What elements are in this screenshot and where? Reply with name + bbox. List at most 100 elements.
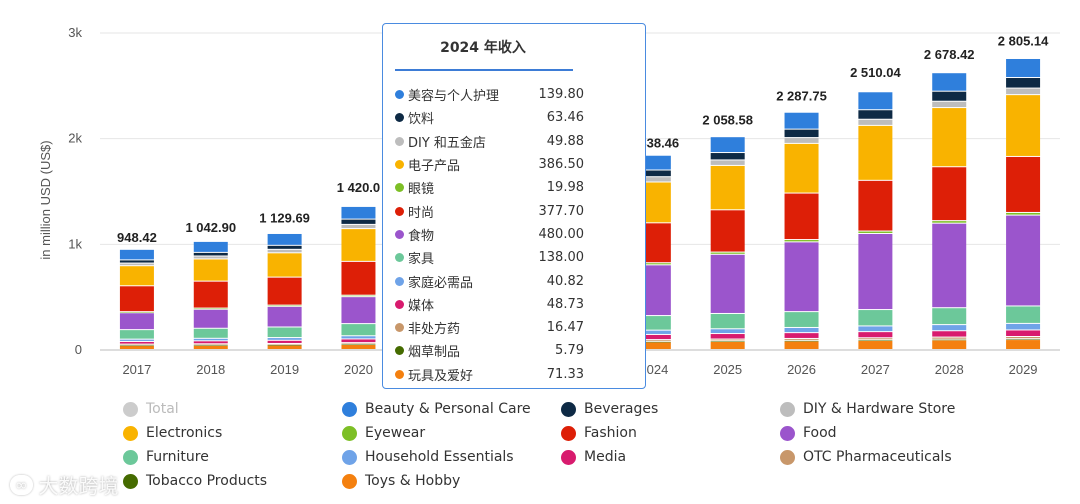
bar-segment[interactable]: [932, 308, 967, 325]
bar-segment[interactable]: [710, 341, 745, 349]
bar-segment[interactable]: [193, 345, 228, 346]
legend-item[interactable]: Beauty & Personal Care: [342, 401, 531, 417]
bar-segment[interactable]: [341, 206, 376, 219]
bar-segment[interactable]: [119, 345, 154, 349]
bar-segment[interactable]: [858, 233, 893, 310]
bar-segment[interactable]: [932, 337, 967, 339]
bar-segment[interactable]: [932, 340, 967, 349]
bar-segment[interactable]: [341, 344, 376, 349]
bar-segment[interactable]: [267, 338, 302, 340]
bar-segment[interactable]: [341, 295, 376, 297]
bar-segment[interactable]: [932, 108, 967, 167]
bar-segment[interactable]: [636, 341, 671, 343]
legend-item[interactable]: Eyewear: [342, 425, 425, 441]
bar-segment[interactable]: [784, 327, 819, 333]
bar-segment[interactable]: [932, 101, 967, 108]
bar-segment[interactable]: [784, 138, 819, 143]
bar-segment[interactable]: [1006, 156, 1041, 212]
bar-segment[interactable]: [193, 338, 228, 341]
bar-segment[interactable]: [193, 341, 228, 344]
bar-segment[interactable]: [193, 344, 228, 345]
bar-segment[interactable]: [119, 260, 154, 263]
bar-segment[interactable]: [1006, 337, 1041, 339]
bar-segment[interactable]: [710, 334, 745, 339]
bar-segment[interactable]: [267, 305, 302, 307]
bar-segment[interactable]: [858, 340, 893, 341]
bar-segment[interactable]: [932, 221, 967, 223]
bar-segment[interactable]: [1006, 58, 1041, 78]
bar-segment[interactable]: [858, 338, 893, 340]
bar-segment[interactable]: [267, 233, 302, 245]
legend-item[interactable]: Beverages: [561, 401, 658, 417]
bar-segment[interactable]: [119, 286, 154, 312]
bar-segment[interactable]: [710, 210, 745, 252]
bar-segment[interactable]: [784, 143, 819, 193]
legend-item[interactable]: Electronics: [123, 425, 222, 441]
bar-segment[interactable]: [858, 92, 893, 110]
legend-item[interactable]: DIY & Hardware Store: [780, 401, 955, 417]
bar-segment[interactable]: [267, 340, 302, 343]
bar-segment[interactable]: [784, 338, 819, 340]
bar-segment[interactable]: [636, 263, 671, 265]
bar-segment[interactable]: [636, 177, 671, 182]
bar-segment[interactable]: [193, 241, 228, 252]
bar-segment[interactable]: [932, 91, 967, 101]
bar-segment[interactable]: [267, 249, 302, 253]
bar-segment[interactable]: [267, 345, 302, 349]
legend-item[interactable]: Media: [561, 449, 626, 465]
bar-segment[interactable]: [858, 341, 893, 349]
bar-segment[interactable]: [119, 249, 154, 260]
bar-segment[interactable]: [1006, 95, 1041, 156]
bar-segment[interactable]: [119, 312, 154, 313]
legend-item[interactable]: OTC Pharmaceuticals: [780, 449, 952, 465]
bar-segment[interactable]: [784, 340, 819, 342]
bar-segment[interactable]: [784, 112, 819, 129]
bar-segment[interactable]: [858, 125, 893, 180]
bar-segment[interactable]: [636, 330, 671, 334]
bar-segment[interactable]: [193, 252, 228, 256]
bar-segment[interactable]: [710, 254, 745, 313]
bar-segment[interactable]: [710, 165, 745, 210]
bar-segment[interactable]: [1006, 215, 1041, 306]
bar-segment[interactable]: [784, 129, 819, 138]
bar-segment[interactable]: [341, 219, 376, 224]
bar-segment[interactable]: [119, 263, 154, 266]
bar-segment[interactable]: [341, 261, 376, 295]
bar-segment[interactable]: [858, 231, 893, 233]
legend-item[interactable]: Fashion: [561, 425, 637, 441]
bar-segment[interactable]: [267, 253, 302, 277]
legend-item[interactable]: Toys & Hobby: [342, 473, 460, 489]
bar-segment[interactable]: [784, 242, 819, 312]
bar-segment[interactable]: [784, 240, 819, 242]
bar-segment[interactable]: [636, 342, 671, 349]
bar-segment[interactable]: [858, 332, 893, 338]
bar-segment[interactable]: [784, 193, 819, 240]
bar-segment[interactable]: [636, 340, 671, 341]
bar-segment[interactable]: [341, 339, 376, 343]
legend-item[interactable]: Tobacco Products: [123, 473, 267, 489]
bar-segment[interactable]: [1006, 88, 1041, 95]
bar-segment[interactable]: [119, 266, 154, 286]
legend-item[interactable]: Food: [780, 425, 837, 441]
bar-segment[interactable]: [193, 309, 228, 328]
bar-segment[interactable]: [858, 110, 893, 119]
bar-segment[interactable]: [1006, 339, 1041, 340]
bar-segment[interactable]: [858, 180, 893, 231]
bar-segment[interactable]: [710, 341, 745, 342]
legend-item[interactable]: Total: [123, 401, 179, 417]
bar-segment[interactable]: [932, 223, 967, 308]
bar-segment[interactable]: [119, 341, 154, 344]
bar-segment[interactable]: [858, 326, 893, 332]
bar-segment[interactable]: [267, 277, 302, 305]
bar-segment[interactable]: [858, 119, 893, 125]
bar-segment[interactable]: [267, 245, 302, 249]
bar-segment[interactable]: [932, 167, 967, 221]
bar-segment[interactable]: [710, 252, 745, 254]
bar-segment[interactable]: [341, 224, 376, 229]
bar-segment[interactable]: [710, 137, 745, 153]
legend-item[interactable]: Household Essentials: [342, 449, 514, 465]
bar-segment[interactable]: [341, 229, 376, 261]
bar-segment[interactable]: [267, 343, 302, 345]
bar-segment[interactable]: [193, 328, 228, 338]
legend-item[interactable]: Furniture: [123, 449, 209, 465]
